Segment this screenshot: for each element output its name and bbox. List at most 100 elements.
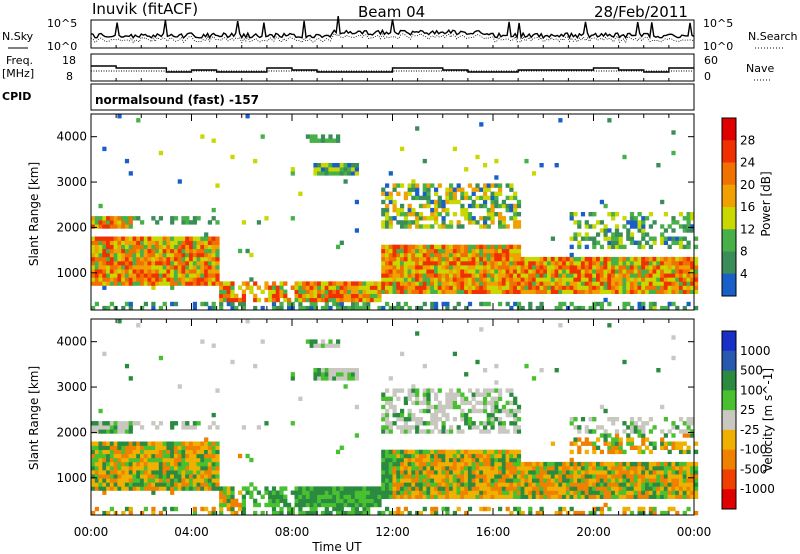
velocity-cell [222, 486, 228, 491]
velocity-cell [407, 490, 412, 495]
power-cell [102, 281, 107, 286]
velocity-cell [354, 490, 359, 495]
velocity-cell [207, 474, 212, 479]
velocity-cell [498, 417, 503, 422]
power-cell [320, 285, 326, 290]
power-cell [283, 289, 288, 294]
power-cell [445, 207, 450, 213]
power-cell [358, 297, 363, 303]
velocity-cell [124, 457, 130, 463]
velocity-cell [109, 461, 114, 467]
velocity-cell [98, 421, 103, 426]
velocity-cell [660, 429, 665, 434]
velocity-cell [475, 408, 480, 414]
velocity-cell [550, 474, 555, 479]
power-cell [498, 244, 503, 250]
velocity-cell [155, 470, 160, 475]
velocity-cell [445, 396, 450, 401]
power-cell [539, 285, 544, 290]
power-cell [147, 269, 152, 274]
velocity-cell [200, 457, 205, 463]
power-cell [434, 199, 439, 205]
velocity-cell [377, 510, 382, 516]
velocity-cell [192, 453, 197, 459]
velocity-cell [128, 376, 133, 381]
velocity-cell [516, 494, 522, 499]
power-cell [422, 269, 427, 274]
power-cell [106, 256, 111, 262]
power-cell [599, 244, 604, 250]
velocity-cell [324, 368, 329, 373]
power-cell [418, 285, 424, 290]
power-cell [452, 195, 457, 201]
velocity-cell [626, 478, 631, 483]
power-cell [577, 240, 582, 245]
velocity-cell [464, 396, 469, 401]
power-cell [663, 269, 668, 274]
power-cell [516, 289, 522, 294]
velocity-cell [147, 474, 152, 479]
power-cell [637, 224, 642, 229]
velocity-cell [490, 482, 495, 487]
power-cell [501, 199, 506, 205]
power-cell [694, 273, 699, 278]
velocity-cell [671, 482, 676, 487]
velocity-cell [573, 490, 578, 495]
velocity-cell [268, 502, 273, 508]
velocity-cell [313, 372, 318, 377]
power-cell [690, 216, 695, 221]
power-cell [271, 285, 277, 290]
velocity-cell [562, 482, 567, 487]
velocity-cell [418, 466, 424, 471]
velocity-cell [682, 470, 687, 475]
power-cell [411, 273, 416, 278]
velocity-cell [498, 461, 503, 467]
velocity-cell [358, 494, 363, 499]
velocity-cell [648, 482, 653, 487]
velocity-cell [479, 429, 484, 434]
velocity-cell [539, 478, 544, 483]
power-cell [155, 252, 160, 258]
velocity-cell [641, 437, 646, 442]
power-cell [196, 269, 201, 274]
power-cell [498, 285, 503, 290]
power-cell [388, 224, 393, 229]
power-cell [219, 297, 224, 303]
power-cell [430, 216, 435, 221]
velocity-cell [336, 490, 341, 495]
velocity-cell [354, 510, 359, 516]
power-cell [660, 232, 665, 237]
power-cell [422, 248, 427, 254]
velocity-cell [471, 457, 476, 463]
velocity-cell [320, 510, 326, 516]
velocity-cell [351, 510, 356, 516]
power-cell [215, 220, 220, 225]
velocity-cell [483, 482, 488, 487]
velocity-cell [249, 490, 254, 495]
power-cell [392, 183, 397, 188]
power-cell [479, 285, 484, 290]
power-cell [596, 281, 601, 286]
power-cell [422, 158, 427, 164]
power-colorbar-tick: 8 [740, 245, 748, 259]
power-cell [358, 305, 363, 311]
velocity-cell [592, 466, 597, 471]
velocity-cell [490, 457, 495, 463]
power-cell [400, 248, 405, 254]
power-cell [641, 232, 646, 237]
velocity-cell [106, 461, 111, 467]
power-cell [343, 167, 348, 172]
velocity-cell [678, 470, 684, 475]
power-cell [158, 248, 163, 254]
power-cell [271, 305, 277, 311]
power-cell [505, 265, 510, 270]
velocity-cell [652, 506, 657, 512]
power-cell [483, 187, 488, 192]
power-cell [682, 305, 687, 311]
velocity-cell [226, 486, 231, 491]
velocity-cell [211, 466, 216, 471]
power-cell [539, 305, 544, 311]
power-cell [690, 224, 695, 229]
power-cell [554, 261, 559, 266]
power-cell [230, 305, 235, 311]
